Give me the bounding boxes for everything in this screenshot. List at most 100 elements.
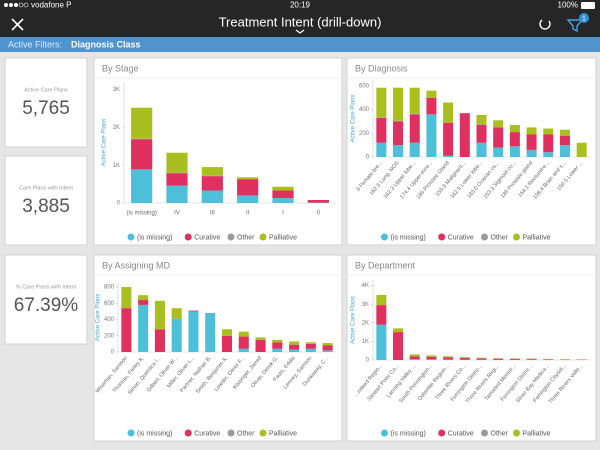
chart-title: By Diagnosis: [355, 63, 408, 73]
legend-label: (is missing): [391, 234, 426, 241]
bar-segment: [376, 305, 387, 325]
y-axis-title: Active Care Plans: [102, 119, 108, 167]
legend-swatch: [513, 233, 520, 241]
y-axis-title: Active Care Plans: [351, 95, 357, 143]
carrier: vodafone P: [31, 1, 71, 10]
bar-segment: [476, 124, 487, 126]
y-tick-label: 0: [366, 155, 370, 161]
kpi-value: 5,765: [22, 98, 70, 119]
bar-segment: [376, 117, 387, 143]
bar-segment: [426, 97, 437, 115]
bar-segment: [272, 198, 294, 203]
bar-segment: [188, 310, 199, 312]
bar-segment: [322, 345, 333, 351]
bar-segment: [493, 358, 504, 359]
bar-segment: [476, 358, 487, 360]
bar-segment: [543, 152, 554, 157]
bar-segment: [138, 300, 149, 305]
x-tick-label: III: [210, 211, 215, 217]
battery-text: 100%: [558, 1, 578, 10]
bar-segment: [509, 146, 520, 157]
bar-segment: [131, 138, 153, 140]
chart-panel: [346, 57, 597, 246]
kpi-value: 67.39%: [14, 295, 79, 316]
bar-segment: [154, 300, 165, 330]
bar-segment: [509, 132, 520, 147]
bar-segment: [201, 190, 223, 203]
bar-segment: [559, 135, 570, 146]
kpi-label: Active Care Plans: [24, 87, 68, 93]
bar-segment: [307, 199, 329, 203]
bar-segment: [237, 177, 259, 180]
legend-swatch: [127, 429, 135, 437]
bar-segment: [526, 358, 537, 360]
bar-segment: [443, 122, 454, 156]
bar-segment: [138, 295, 149, 301]
bar-segment: [476, 142, 487, 157]
bar-segment: [393, 87, 404, 121]
bar-segment: [138, 304, 149, 352]
filter-value[interactable]: Diagnosis Class: [71, 39, 141, 49]
chart-panel: [346, 254, 597, 442]
legend-label: Palliative: [269, 430, 297, 437]
legend-label: Other: [237, 430, 255, 437]
bar-segment: [393, 120, 404, 122]
x-tick-label: 0: [317, 211, 321, 217]
bar-segment: [493, 147, 504, 157]
bar-segment: [221, 329, 233, 336]
signal-dot: [14, 3, 18, 7]
bar-segment: [409, 142, 420, 157]
signal-dot: [4, 3, 8, 7]
kpi-value: 3,885: [22, 196, 70, 217]
filter-count: 1: [582, 15, 586, 22]
battery-icon: [581, 2, 595, 9]
y-tick-label: 4K: [362, 283, 369, 289]
bar-segment: [493, 358, 504, 360]
bar-segment: [305, 348, 316, 352]
bar-segment: [476, 114, 487, 125]
clock: 20:19: [290, 1, 311, 10]
filter-badge: [579, 13, 589, 23]
y-tick-label: 1K: [113, 163, 120, 169]
bar-segment: [443, 359, 454, 360]
legend-swatch: [513, 429, 520, 437]
bar-segment: [393, 332, 404, 360]
legend-swatch: [259, 233, 267, 241]
bar-segment: [409, 113, 420, 115]
close-button[interactable]: [11, 18, 24, 31]
title-caret[interactable]: [295, 29, 305, 34]
chart-title: By Assigning MD: [102, 260, 171, 270]
bar-segment: [393, 145, 404, 157]
refresh-button[interactable]: [539, 19, 551, 30]
bar-segment: [171, 308, 182, 319]
bar-segment: [121, 287, 132, 309]
bar-segment: [221, 335, 233, 352]
page-title: Treatment Intent (drill-down): [219, 14, 382, 29]
bar-segment: [393, 121, 404, 146]
bar-segment: [526, 149, 537, 157]
kpi-card: [4, 254, 88, 345]
bar-segment: [543, 359, 554, 360]
bar-segment: [443, 356, 454, 358]
bar-segment: [376, 87, 387, 118]
legend-swatch: [227, 429, 235, 437]
legend-label: Curative: [194, 234, 220, 241]
legend-swatch: [438, 233, 446, 241]
y-tick-label: 800: [104, 285, 115, 291]
bar-segment: [409, 87, 420, 114]
bar-segment: [409, 114, 420, 143]
bar-segment: [459, 357, 470, 360]
legend-swatch: [259, 429, 267, 437]
bar-segment: [393, 328, 404, 333]
bar-segment: [443, 155, 454, 157]
y-tick-label: 600: [359, 84, 370, 90]
legend-swatch: [481, 233, 488, 241]
legend-swatch: [184, 233, 192, 241]
bar-segment: [543, 134, 554, 153]
legend-label: Palliative: [523, 430, 551, 437]
bar-segment: [201, 167, 223, 176]
bar-segment: [426, 355, 437, 357]
bar-segment: [409, 356, 420, 360]
bar-segment: [121, 308, 132, 352]
